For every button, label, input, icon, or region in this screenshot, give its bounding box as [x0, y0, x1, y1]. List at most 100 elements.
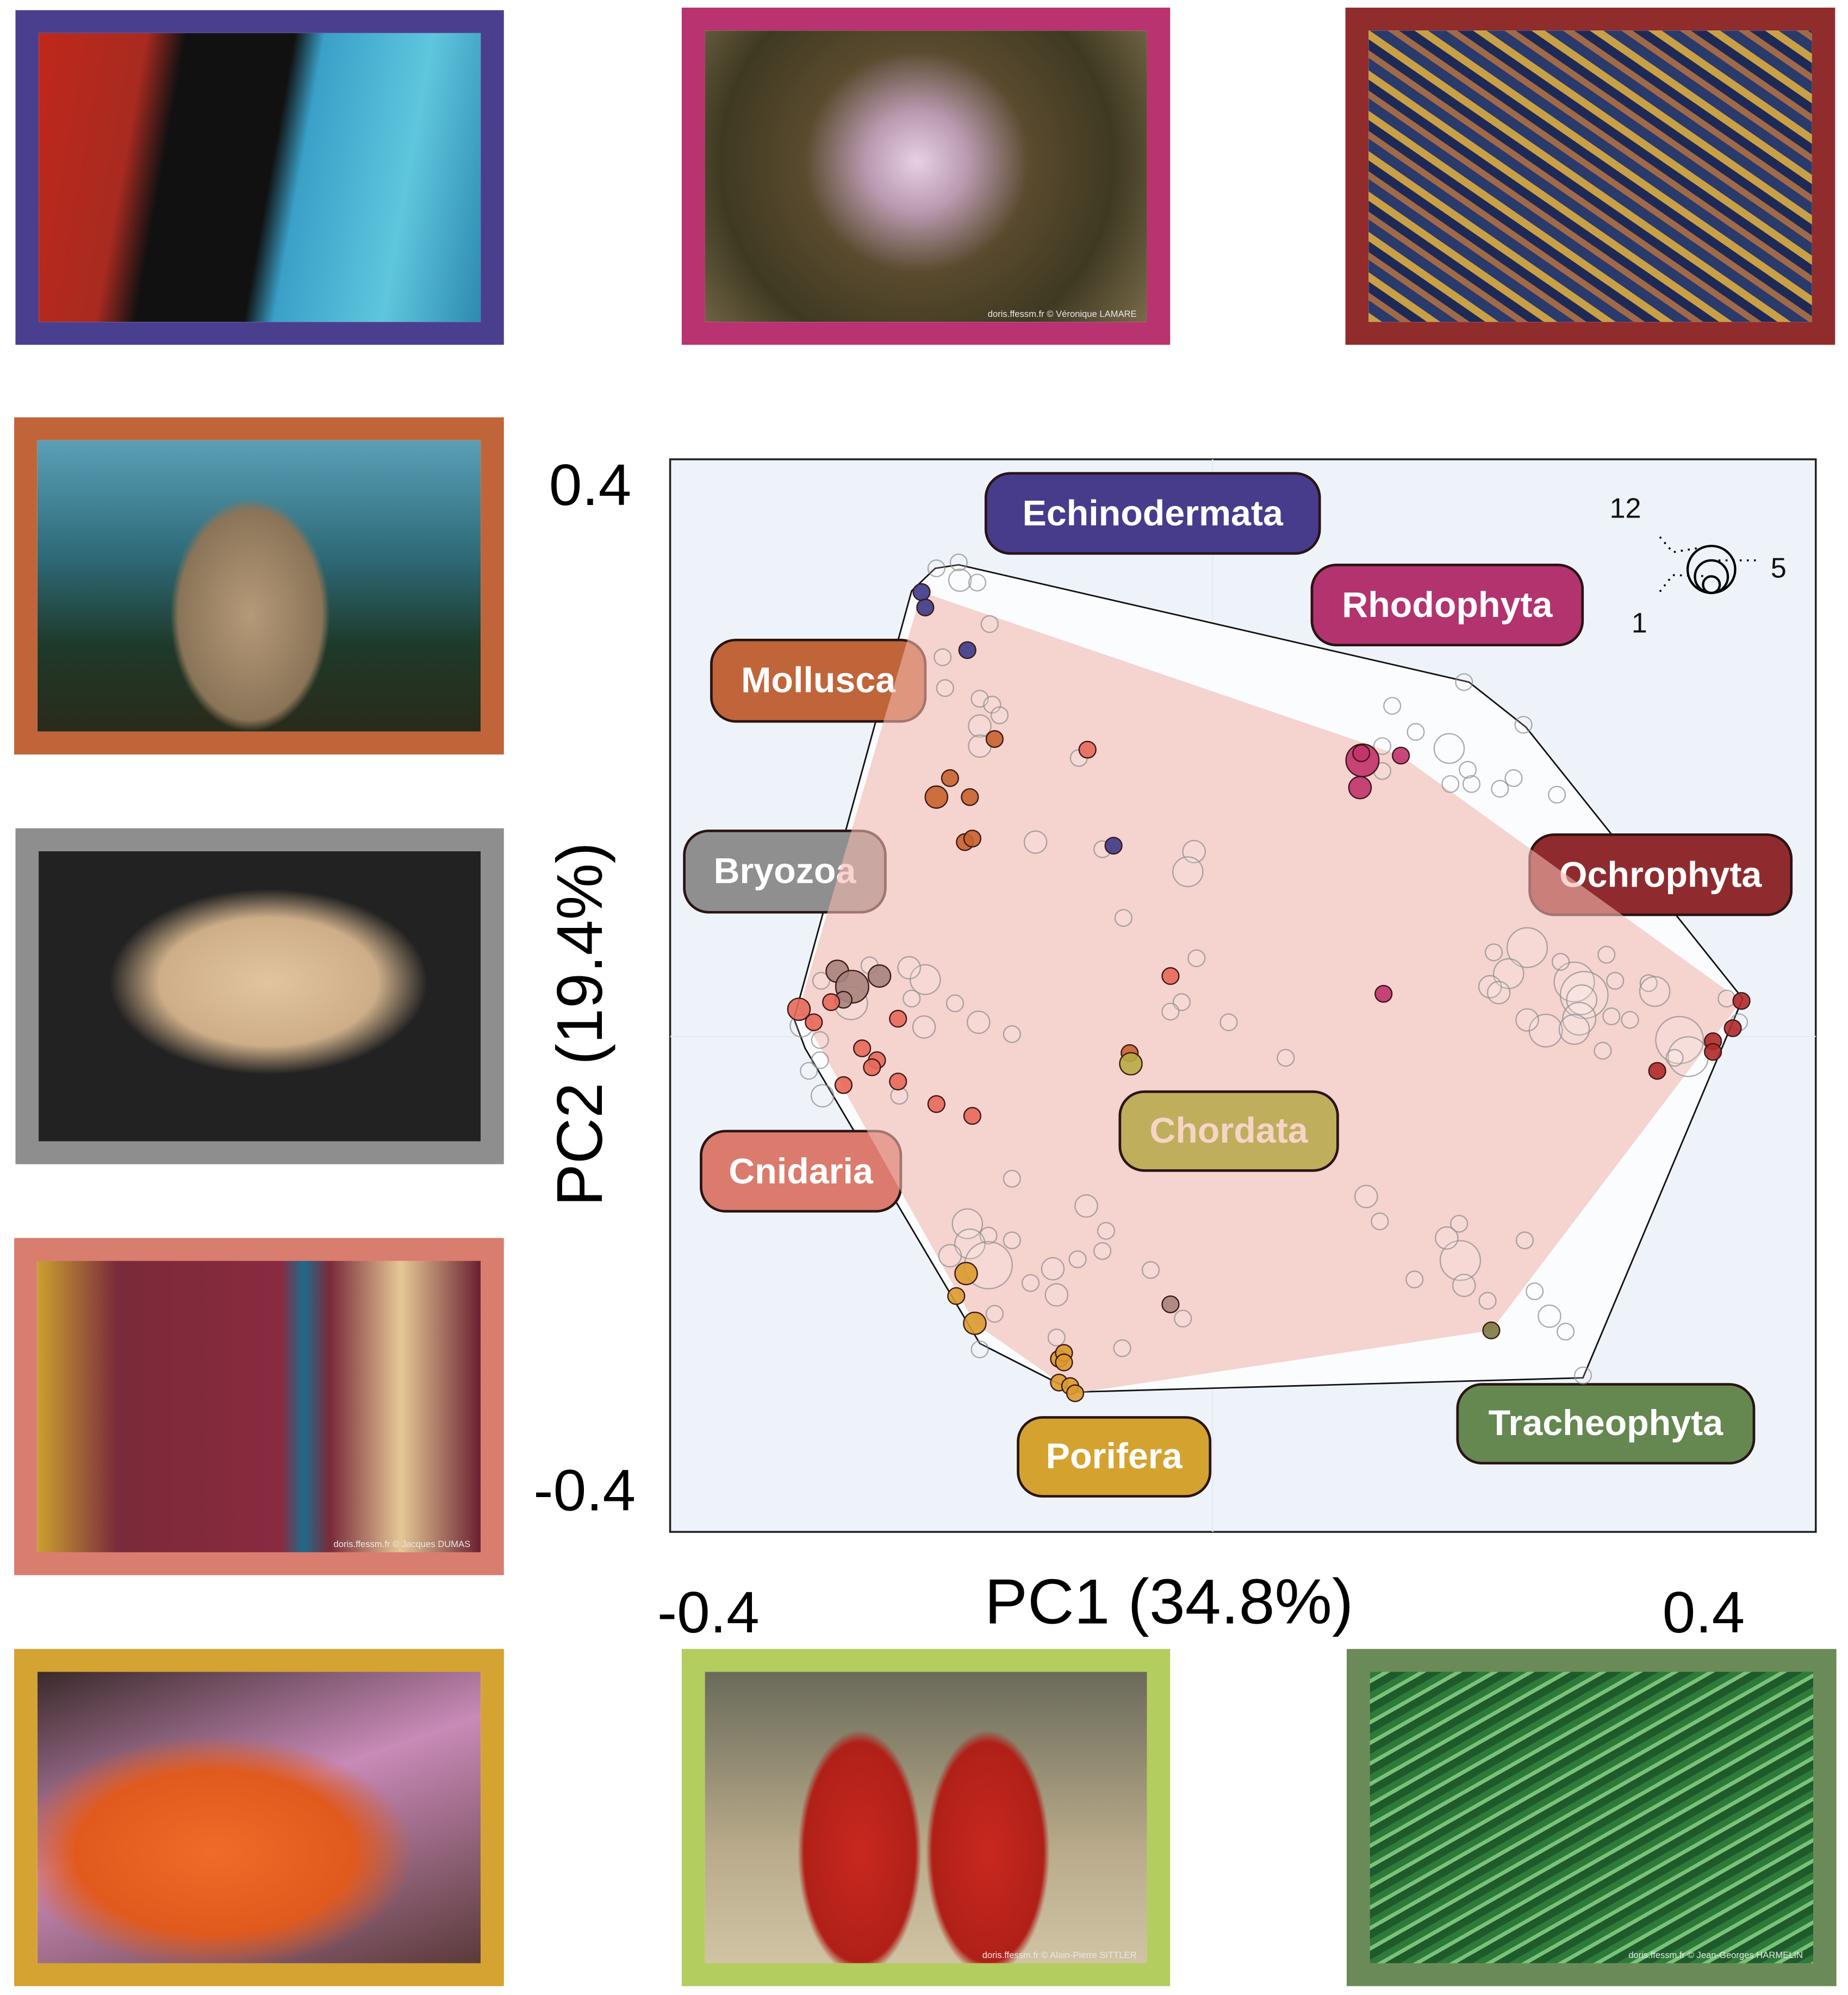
photo-credit: doris.ffessm.fr © Jean-Georges HARMELIN [1628, 1952, 1803, 1961]
data-point-unassigned [1538, 1304, 1561, 1328]
data-point-cnidaria [889, 1073, 907, 1090]
data-point-unassigned [1506, 927, 1548, 968]
data-point-echinodermata [912, 583, 931, 601]
label-tracheophyta: Tracheophyta [1456, 1383, 1756, 1465]
data-point-unassigned [1504, 769, 1523, 787]
data-point-unassigned [1441, 775, 1460, 793]
data-point-unassigned [1514, 715, 1533, 734]
size-legend-label-5: 5 [1770, 552, 1787, 584]
data-point-unassigned [1044, 1283, 1069, 1307]
data-point-porifera [947, 1287, 966, 1305]
data-point-cnidaria [787, 998, 811, 1021]
data-point-unassigned [1003, 1231, 1021, 1250]
data-point-mollusca [963, 830, 981, 848]
data-point-unassigned [903, 989, 921, 1008]
data-point-unassigned [1068, 1250, 1087, 1269]
data-point-unassigned [1023, 830, 1048, 854]
data-point-unassigned [1097, 1221, 1116, 1240]
data-point-unassigned [1021, 1274, 1040, 1292]
label-chordata: Chordata [1118, 1090, 1339, 1172]
data-point-unassigned [970, 1340, 989, 1358]
data-point-unassigned [1455, 673, 1473, 691]
data-point-unassigned [1665, 1049, 1684, 1067]
data-point-unassigned [938, 1244, 962, 1268]
data-point-unassigned [1141, 1261, 1160, 1279]
data-point-cnidaria [834, 1076, 853, 1094]
data-point-unassigned [1161, 1002, 1180, 1021]
data-point-porifera [1055, 1353, 1073, 1371]
data-point-unassigned [800, 1062, 818, 1080]
data-point-unassigned [1452, 1274, 1476, 1298]
data-point-unassigned [1606, 971, 1625, 990]
data-point-unassigned [1172, 856, 1204, 888]
data-point-unassigned [980, 615, 999, 633]
data-point-cnidaria [822, 993, 841, 1011]
data-point-unassigned [1548, 785, 1566, 804]
data-point-unassigned [1373, 737, 1392, 755]
data-point-bryozoa [867, 964, 892, 988]
data-point-chordata [1119, 1052, 1143, 1076]
data-point-unassigned [1383, 697, 1402, 715]
data-point-porifera [963, 1311, 987, 1335]
data-point-unassigned [1093, 1242, 1112, 1260]
y-tick-top: 0.4 [549, 451, 632, 518]
data-point-unassigned [1047, 1329, 1066, 1346]
photo-ochrophyta [1345, 8, 1835, 345]
data-point-cnidaria [963, 1107, 981, 1125]
data-point-unassigned [1354, 1184, 1378, 1208]
data-point-unassigned [966, 1011, 991, 1034]
photo-chordata: doris.ffessm.fr © Alain-Pierre SITTLER [681, 1649, 1171, 1986]
data-point-unassigned [936, 679, 954, 697]
size-legend-label-1: 1 [1631, 607, 1647, 639]
data-point-unassigned [1515, 1231, 1534, 1250]
data-point-unassigned [1187, 949, 1206, 968]
photo-porifera [14, 1649, 504, 1986]
data-point-unassigned [949, 553, 968, 572]
data-point-cnidaria [805, 1013, 823, 1031]
data-point-unassigned [1594, 1042, 1612, 1060]
data-point-unassigned [910, 964, 941, 995]
data-point-unassigned [1277, 1049, 1295, 1067]
photo-cnidaria: doris.ffessm.fr © Jacques DUMAS [14, 1238, 504, 1575]
size-legend-circle-12 [1686, 545, 1737, 594]
data-point-echinodermata [958, 641, 976, 659]
data-point-unassigned [1003, 1025, 1021, 1043]
data-point-unassigned [1074, 1194, 1098, 1218]
data-point-unassigned [1491, 780, 1509, 798]
data-point-rhodophyta [1348, 776, 1372, 800]
data-point-unassigned [811, 1051, 829, 1069]
data-point-mollusca [924, 785, 949, 809]
data-point-unassigned [1459, 760, 1477, 779]
data-point-cnidaria [853, 1039, 872, 1057]
data-point-porifera [1066, 1384, 1085, 1402]
data-point-unassigned [1639, 976, 1671, 1007]
data-point-unassigned [1113, 1339, 1131, 1357]
data-point-unassigned [968, 573, 987, 592]
data-point-echinodermata [916, 598, 935, 616]
data-point-unassigned [1515, 1008, 1539, 1032]
photo-bryozoa [15, 828, 504, 1164]
data-point-cnidaria [863, 1058, 881, 1076]
data-point-unassigned [1435, 1226, 1459, 1250]
data-point-cnidaria [1078, 740, 1097, 759]
data-point-unassigned [954, 1228, 986, 1260]
data-point-bryozoa [1161, 1295, 1180, 1313]
data-point-unassigned [948, 568, 972, 592]
label-rhodophyta: Rhodophyta [1310, 563, 1584, 647]
data-point-mollusca [985, 730, 1004, 748]
data-point-unassigned [1433, 733, 1465, 764]
data-point-unassigned [1407, 723, 1425, 741]
data-point-unassigned [1556, 1323, 1575, 1341]
size-legend-circle-1 [1702, 575, 1721, 594]
photo-credit: doris.ffessm.fr © Jacques DUMAS [333, 1541, 471, 1550]
data-point-porifera [954, 1262, 978, 1286]
data-point-unassigned [1041, 1257, 1065, 1281]
data-point-unassigned [1462, 775, 1481, 793]
x-tick-right: 0.4 [1662, 1579, 1745, 1645]
data-point-unassigned [951, 1208, 984, 1239]
data-point-ochrophyta [1704, 1043, 1722, 1061]
data-point-unassigned [990, 706, 1009, 725]
data-point-unassigned [1655, 1015, 1704, 1064]
data-point-unassigned [1478, 975, 1502, 999]
data-point-unassigned [1486, 981, 1511, 1005]
